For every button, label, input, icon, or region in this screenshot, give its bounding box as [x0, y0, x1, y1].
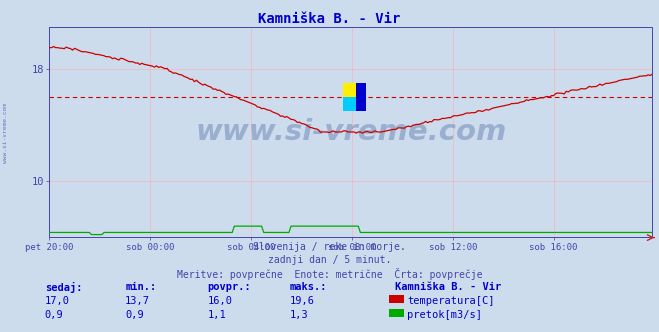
- Text: Slovenija / reke in morje.: Slovenija / reke in morje.: [253, 242, 406, 252]
- Text: zadnji dan / 5 minut.: zadnji dan / 5 minut.: [268, 255, 391, 265]
- Text: maks.:: maks.:: [290, 282, 328, 292]
- Text: www.si-vreme.com: www.si-vreme.com: [3, 103, 8, 163]
- Text: 1,3: 1,3: [290, 310, 308, 320]
- Text: Kamniška B. - Vir: Kamniška B. - Vir: [395, 282, 501, 292]
- Text: 0,9: 0,9: [125, 310, 144, 320]
- Text: Meritve: povprečne  Enote: metrične  Črta: povprečje: Meritve: povprečne Enote: metrične Črta:…: [177, 268, 482, 280]
- Text: 19,6: 19,6: [290, 296, 315, 306]
- Text: temperatura[C]: temperatura[C]: [407, 296, 495, 306]
- Text: 13,7: 13,7: [125, 296, 150, 306]
- Text: min.:: min.:: [125, 282, 156, 292]
- Text: 17,0: 17,0: [45, 296, 70, 306]
- Bar: [343, 97, 356, 111]
- Text: povpr.:: povpr.:: [208, 282, 251, 292]
- Text: Kamniška B. - Vir: Kamniška B. - Vir: [258, 12, 401, 26]
- Text: 16,0: 16,0: [208, 296, 233, 306]
- Text: www.si-vreme.com: www.si-vreme.com: [195, 118, 507, 146]
- Text: 0,9: 0,9: [45, 310, 63, 320]
- Bar: [356, 83, 366, 111]
- Text: sedaj:: sedaj:: [45, 282, 82, 293]
- Text: pretok[m3/s]: pretok[m3/s]: [407, 310, 482, 320]
- Bar: [343, 83, 356, 97]
- Text: 1,1: 1,1: [208, 310, 226, 320]
